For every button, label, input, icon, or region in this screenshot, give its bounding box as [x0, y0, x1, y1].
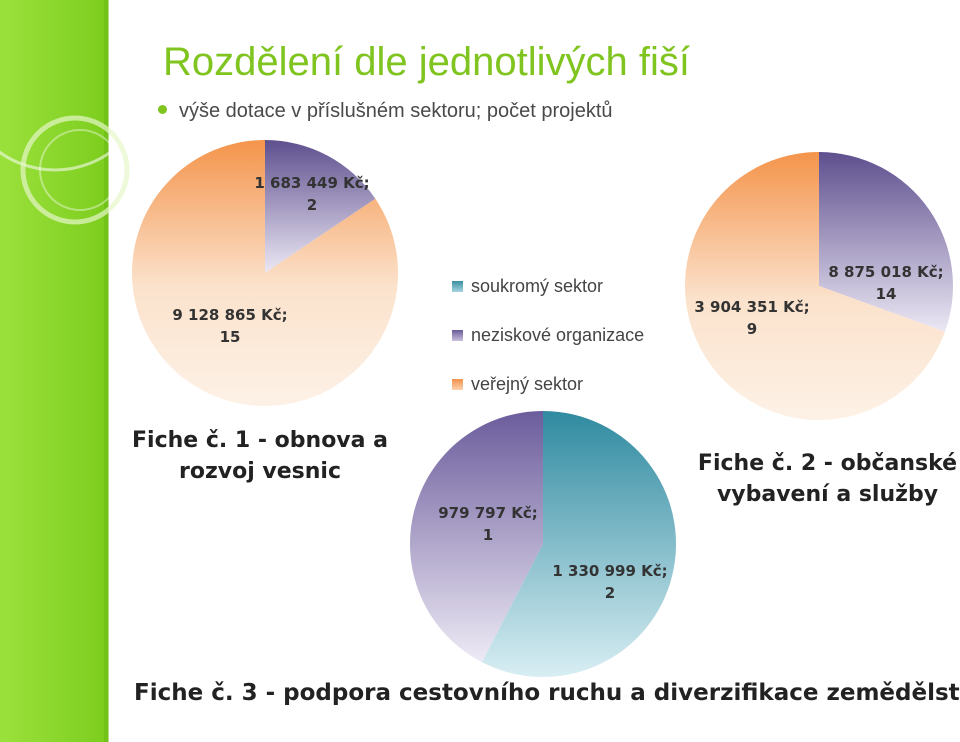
slide-title: Rozdělení dle jednotlivých fiší	[163, 40, 690, 84]
deco-ring-small	[39, 129, 121, 211]
data-label: 1 683 449 Kč; 2	[254, 174, 369, 214]
legend-label: soukromý sektor	[471, 276, 604, 296]
pie-slice	[819, 152, 953, 332]
green-bar	[0, 0, 108, 742]
pie-slice	[131, 140, 398, 406]
data-label: 979 797 Kč; 1	[438, 504, 538, 544]
chart-2-title: Fiche č. 2 - občanské vybavení a služby	[697, 451, 958, 507]
pie-slice	[481, 410, 677, 677]
pie-slice	[265, 140, 376, 273]
subtitle: výše dotace v příslušném sektoru; počet …	[179, 100, 613, 122]
chart-1-title: Fiche č. 1 - obnova a rozvoj vesnic	[132, 428, 388, 484]
data-label: 8 875 018 Kč; 14	[828, 263, 943, 303]
legend-label: veřejný sektor	[471, 374, 584, 394]
legend-item-private: soukromý sektor	[452, 262, 644, 311]
legend-label: neziskové organizace	[471, 325, 645, 345]
green-bar-edge	[104, 0, 109, 742]
legend-item-public: veřejný sektor	[452, 360, 644, 409]
chart-legend: soukromý sektor neziskové organizace veř…	[452, 262, 644, 409]
data-label: 9 128 865 Kč; 15	[172, 306, 287, 346]
subtitle-row: výše dotace v příslušném sektoru; počet …	[158, 100, 613, 123]
legend-swatch-public	[452, 379, 463, 390]
legend-swatch-private	[452, 281, 463, 292]
chart-3-title: Fiche č. 3 - podpora cestovního ruchu a …	[134, 680, 960, 706]
legend-item-nonprofit: neziskové organizace	[452, 311, 644, 360]
data-label: 1 330 999 Kč; 2	[552, 562, 667, 602]
pie-charts: 9 128 865 Kč; 15 1 683 449 Kč; 2 3 904 351 K…	[131, 140, 953, 677]
deco-ring-large	[0, 0, 152, 172]
pie-slice	[410, 411, 543, 663]
data-label: 3 904 351 Kč; 9	[694, 298, 809, 338]
bullet-icon	[158, 105, 167, 115]
deco-ring-medium	[20, 115, 130, 225]
legend-swatch-nonprofit	[452, 330, 463, 341]
pie-slice	[684, 152, 945, 420]
